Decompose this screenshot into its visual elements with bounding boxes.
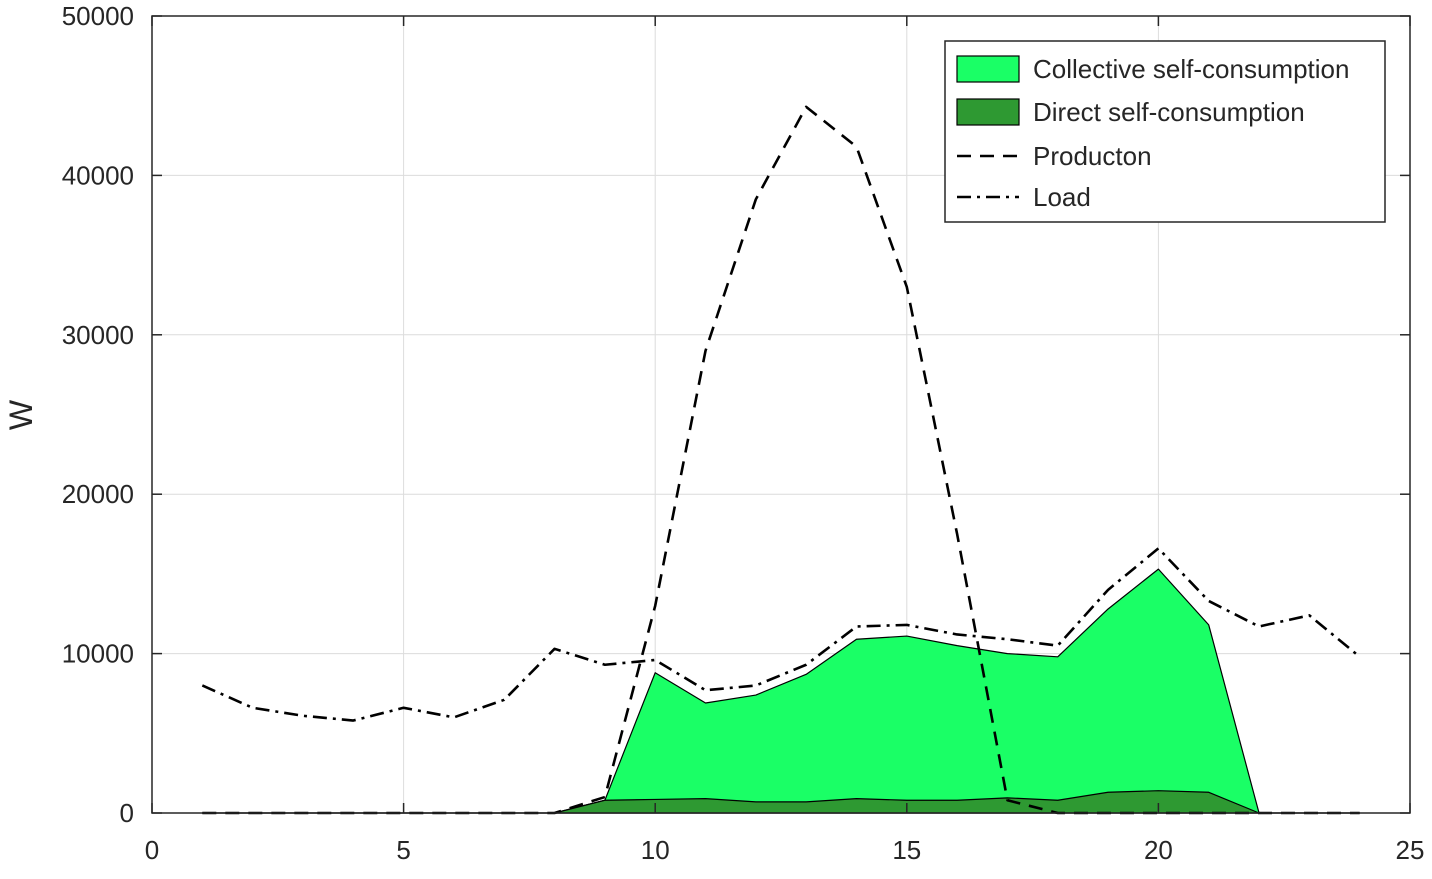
y-tick-label: 50000 xyxy=(62,1,134,31)
x-tick-label: 10 xyxy=(641,835,670,865)
legend-label-producton: Producton xyxy=(1033,141,1152,171)
plot-frame xyxy=(151,15,1411,814)
y-tick-label: 40000 xyxy=(62,160,134,190)
x-tick-label: 15 xyxy=(892,835,921,865)
x-tick-label: 20 xyxy=(1144,835,1173,865)
y-tick-label: 30000 xyxy=(62,320,134,350)
y-tick-label: 20000 xyxy=(62,479,134,509)
legend-label-load: Load xyxy=(1033,182,1091,212)
tick-marks xyxy=(151,15,1411,814)
legend-label-collective-self-consumption: Collective self-consumption xyxy=(1033,54,1349,84)
legend-label-direct-self-consumption: Direct self-consumption xyxy=(1033,97,1305,127)
x-tick-label: 5 xyxy=(396,835,410,865)
y-axis-label: W xyxy=(3,399,39,430)
legend-swatch-collective-self-consumption xyxy=(956,55,1020,83)
y-tick-label: 10000 xyxy=(62,639,134,669)
legend: Collective self-consumption Direct self-c… xyxy=(944,40,1386,223)
x-tick-label: 25 xyxy=(1396,835,1425,865)
y-tick-label: 0 xyxy=(120,798,134,828)
legend-swatch-direct-self-consumption xyxy=(956,98,1020,126)
x-tick-labels: 0 5 10 15 20 25 xyxy=(145,835,1425,865)
x-tick-label: 0 xyxy=(145,835,159,865)
y-tick-labels: 0 10000 20000 30000 40000 50000 xyxy=(62,1,134,828)
